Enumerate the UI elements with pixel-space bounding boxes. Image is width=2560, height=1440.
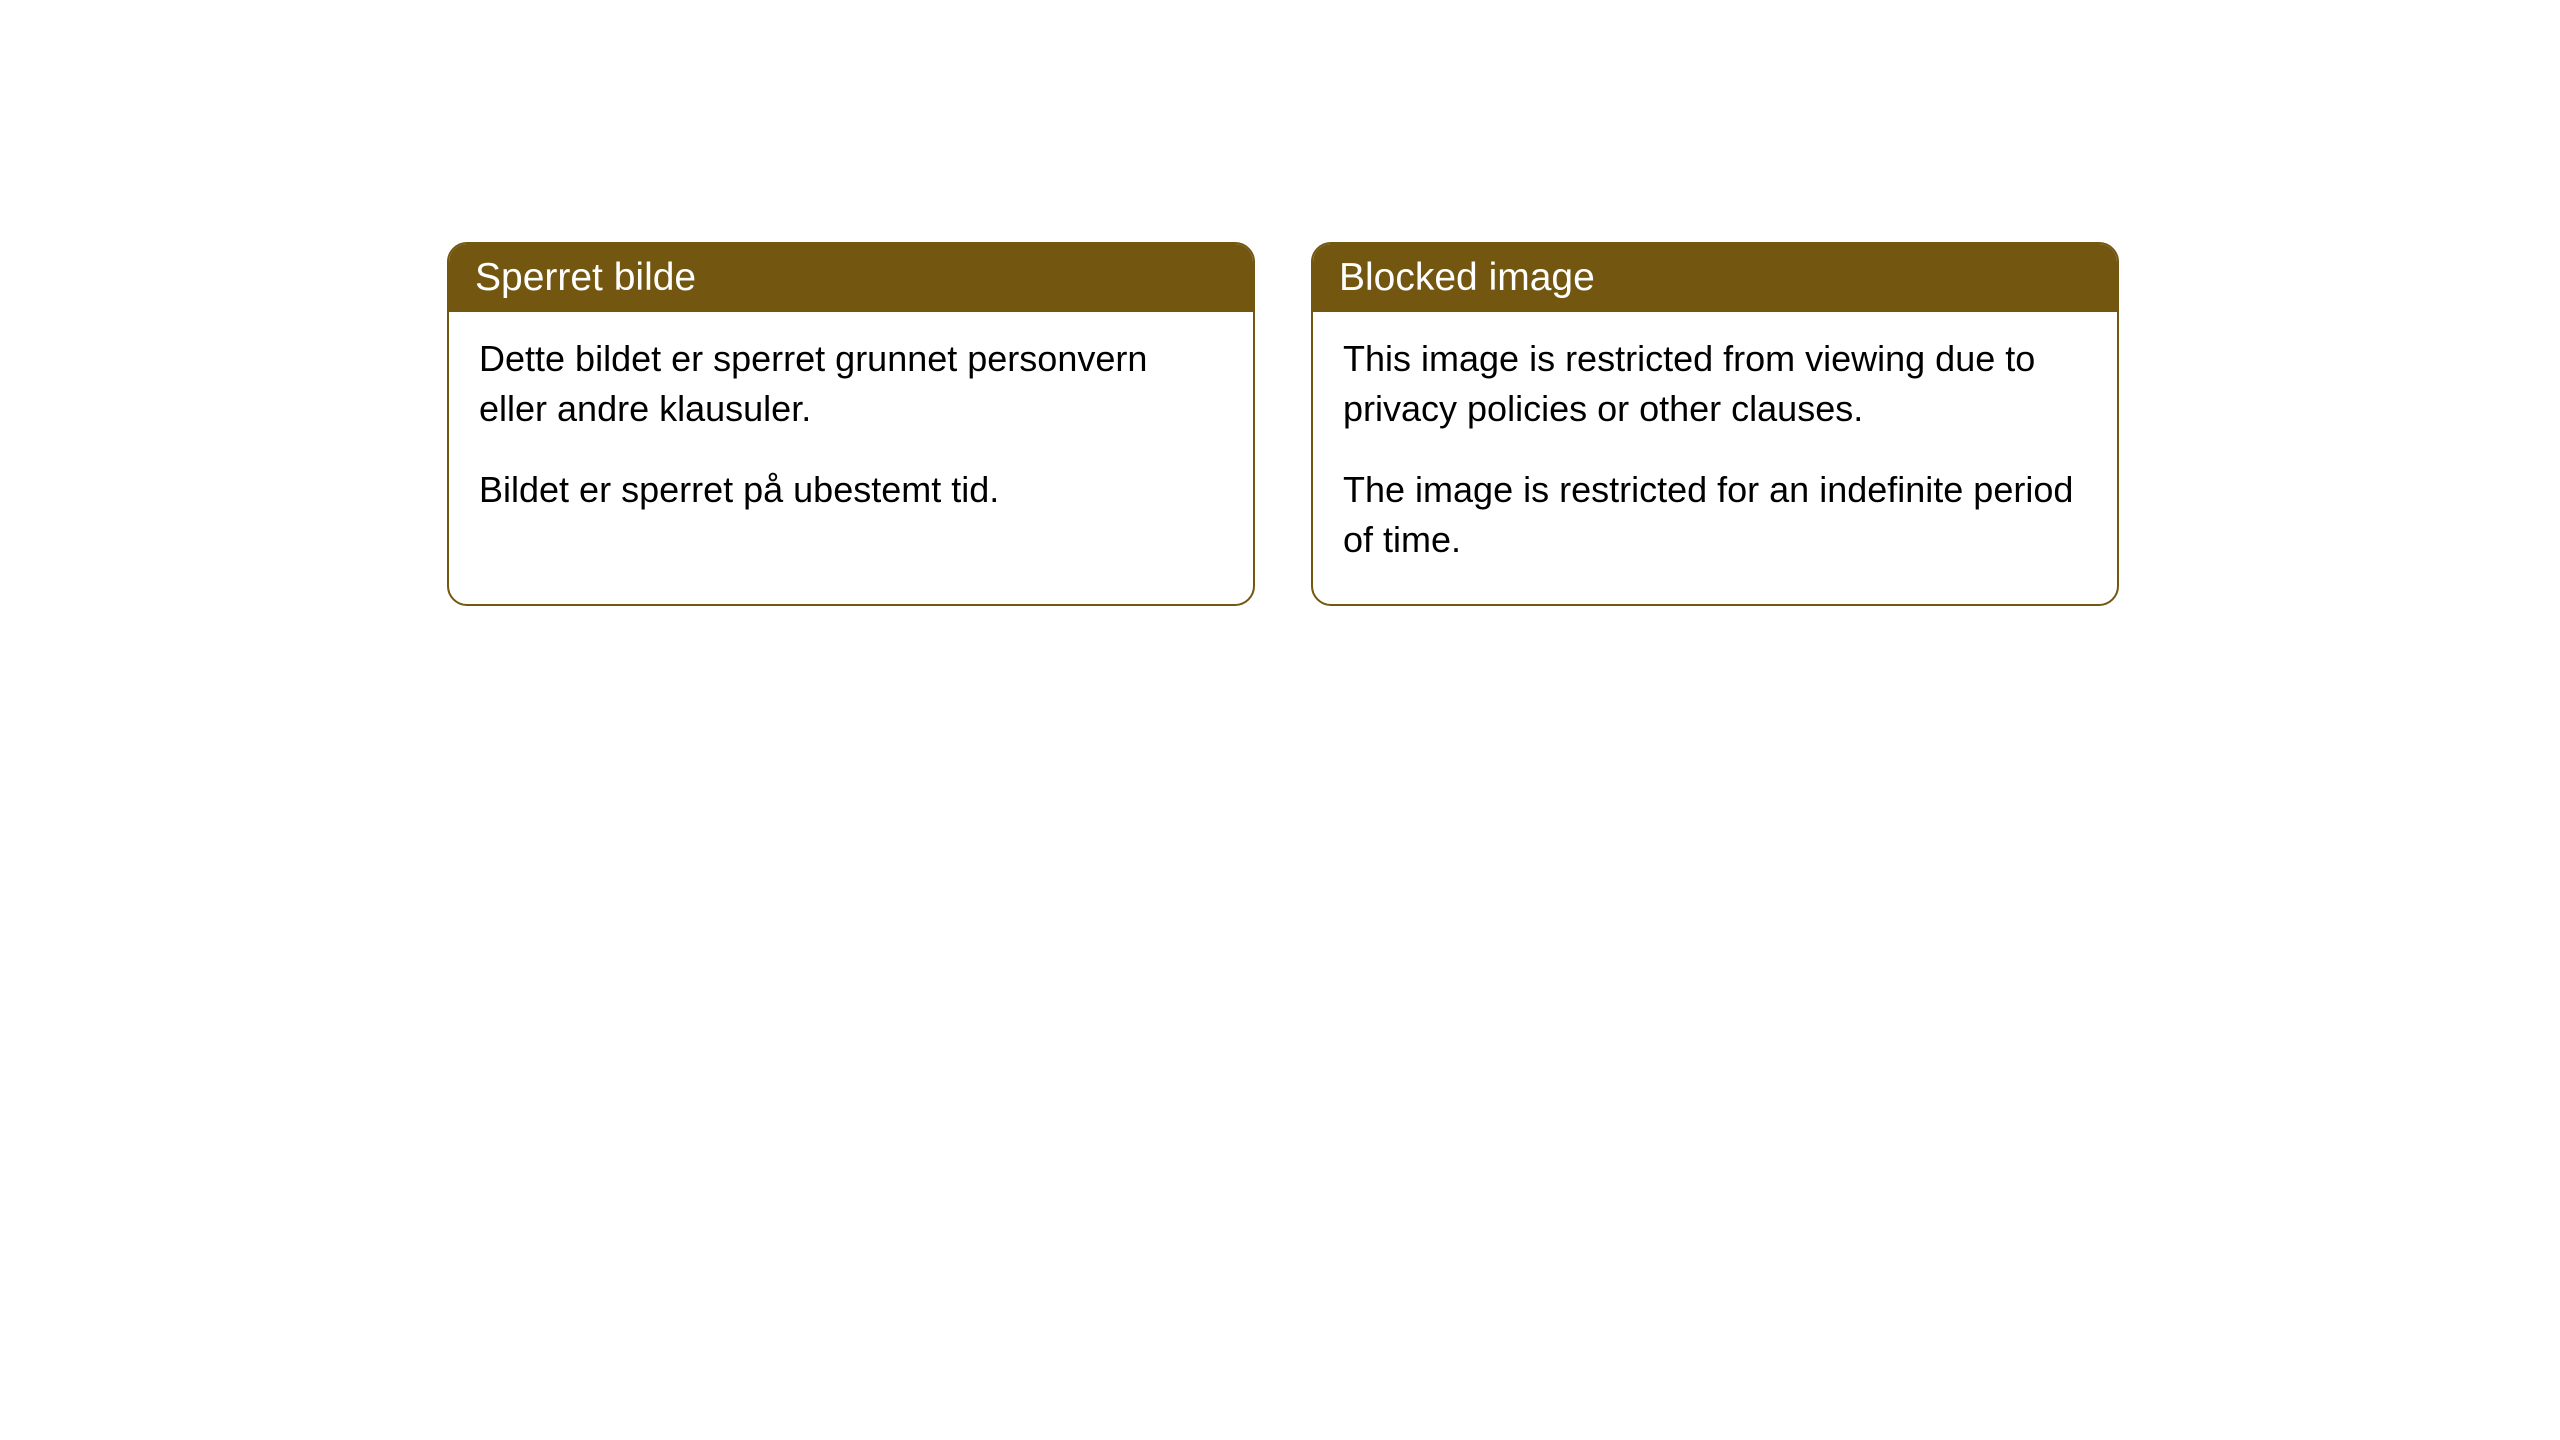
card-paragraph: The image is restricted for an indefinit…: [1343, 465, 2087, 566]
card-body: This image is restricted from viewing du…: [1313, 312, 2117, 604]
card-paragraph: Bildet er sperret på ubestemt tid.: [479, 465, 1223, 515]
blocked-image-card-norwegian: Sperret bilde Dette bildet er sperret gr…: [447, 242, 1255, 606]
card-body: Dette bildet er sperret grunnet personve…: [449, 312, 1253, 553]
card-header: Sperret bilde: [449, 244, 1253, 312]
card-title: Blocked image: [1339, 256, 1595, 299]
card-paragraph: This image is restricted from viewing du…: [1343, 334, 2087, 435]
card-paragraph: Dette bildet er sperret grunnet personve…: [479, 334, 1223, 435]
notice-cards-container: Sperret bilde Dette bildet er sperret gr…: [0, 0, 2560, 606]
blocked-image-card-english: Blocked image This image is restricted f…: [1311, 242, 2119, 606]
card-title: Sperret bilde: [475, 256, 696, 299]
card-header: Blocked image: [1313, 244, 2117, 312]
